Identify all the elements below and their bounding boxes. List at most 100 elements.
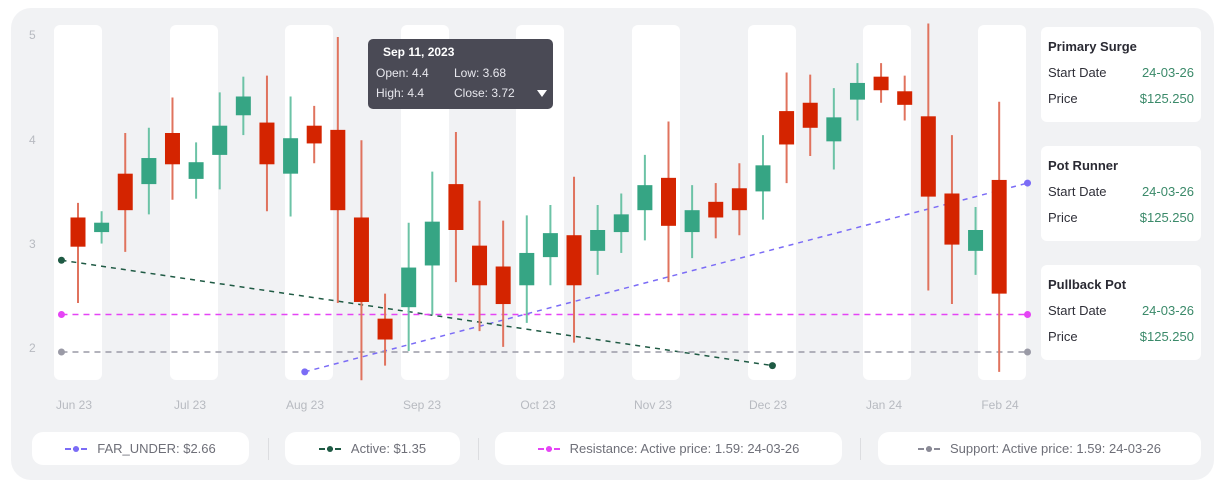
line-endpoint-dot <box>57 310 65 318</box>
candle-tooltip: Sep 11, 2023 Open: 4.4 Low: 3.68 High: 4… <box>368 39 553 109</box>
legend-far-under[interactable]: FAR_UNDER: $2.66 <box>32 432 249 465</box>
card-primary-surge[interactable]: Primary Surge Start Date 24-03-26 Price $1… <box>1041 27 1201 122</box>
price-value: $125.250 <box>1139 329 1194 344</box>
x-tick: Jan 24 <box>865 398 903 412</box>
card-pot-runner[interactable]: Pot Runner Start Date 24-03-26 Price $125.… <box>1041 146 1201 241</box>
candle[interactable] <box>70 202 86 304</box>
dashed-dot-line-icon <box>537 445 560 453</box>
candle[interactable] <box>495 220 511 347</box>
price-value: $125.250 <box>1139 210 1194 225</box>
month-stripe <box>285 25 333 380</box>
candle[interactable] <box>802 74 818 156</box>
x-tick: Jul 23 <box>173 398 207 412</box>
candle[interactable] <box>684 185 700 259</box>
start-date-value: 24-03-26 <box>1141 65 1194 80</box>
candle[interactable] <box>306 105 322 164</box>
line-endpoint-dot <box>1024 348 1032 356</box>
candle[interactable] <box>424 171 440 315</box>
line-endpoint-dot <box>57 256 65 264</box>
candle[interactable] <box>991 101 1007 372</box>
candle[interactable] <box>94 211 110 244</box>
candle[interactable] <box>566 176 582 343</box>
candle[interactable] <box>472 200 488 332</box>
x-tick: Aug 23 <box>285 398 325 412</box>
tooltip-close: Close: 3.72 <box>454 86 515 100</box>
candle[interactable] <box>164 97 180 200</box>
candle[interactable] <box>920 23 936 291</box>
candle[interactable] <box>117 132 133 252</box>
candle[interactable] <box>708 183 724 239</box>
candle[interactable] <box>661 121 676 283</box>
tooltip-open: Open: 4.4 <box>376 66 429 80</box>
start-date-value: 24-03-26 <box>1141 184 1194 199</box>
candle[interactable] <box>283 96 299 217</box>
candle[interactable] <box>188 142 204 199</box>
candle[interactable] <box>779 72 795 184</box>
candle[interactable] <box>401 222 417 351</box>
legend-label: Active: $1.35 <box>350 441 427 456</box>
caret-down-icon[interactable] <box>537 90 547 97</box>
candle[interactable] <box>259 75 275 212</box>
start-date-label: Start Date <box>1048 303 1107 318</box>
candle[interactable] <box>826 88 842 170</box>
candle[interactable] <box>755 135 771 220</box>
candle[interactable] <box>353 140 369 381</box>
card-pullback-pot[interactable]: Pullback Pot Start Date 24-03-26 Price $12… <box>1041 265 1201 360</box>
month-stripe <box>54 25 102 380</box>
dashed-dot-line-icon <box>318 445 341 453</box>
legend-resistance[interactable]: Resistance: Active price: 1.59: 24-03-26 <box>495 432 842 465</box>
candle[interactable] <box>637 154 653 241</box>
line-endpoint-dot <box>1024 179 1032 187</box>
line-endpoint-dot <box>301 368 309 376</box>
line-endpoint-dot <box>768 362 776 370</box>
start-date-value: 24-03-26 <box>1141 303 1194 318</box>
candle[interactable] <box>330 37 346 304</box>
card-title: Pullback Pot <box>1048 277 1127 292</box>
x-tick: Oct 23 <box>520 398 556 412</box>
legend-support[interactable]: Support: Active price: 1.59: 24-03-26 <box>878 432 1201 465</box>
dashed-dot-line-icon <box>65 445 88 453</box>
candle[interactable] <box>731 163 747 236</box>
candle[interactable] <box>613 193 629 253</box>
y-tick: 5 <box>29 28 36 42</box>
legend-divider <box>478 438 479 460</box>
card-title: Pot Runner <box>1048 158 1119 173</box>
legend-label: Support: Active price: 1.59: 24-03-26 <box>949 441 1161 456</box>
candle[interactable] <box>519 215 535 323</box>
tooltip-high: High: 4.4 <box>376 86 425 100</box>
candle[interactable] <box>590 204 606 275</box>
legend-active[interactable]: Active: $1.35 <box>285 432 460 465</box>
y-tick: 2 <box>29 341 36 355</box>
candle[interactable] <box>542 204 558 286</box>
legend-divider <box>860 438 861 460</box>
y-tick: 4 <box>29 133 36 147</box>
x-tick: Dec 23 <box>748 398 788 412</box>
tooltip-low: Low: 3.68 <box>454 66 507 80</box>
month-stripe <box>170 25 218 380</box>
price-label: Price <box>1048 210 1078 225</box>
x-tick: Sep 23 <box>402 398 442 412</box>
candle[interactable] <box>968 207 984 275</box>
candle[interactable] <box>235 76 251 136</box>
candle[interactable] <box>212 92 228 190</box>
month-stripe <box>748 25 796 380</box>
candle[interactable] <box>377 293 393 366</box>
candle[interactable] <box>873 63 889 103</box>
x-tick: Jun 23 <box>55 398 93 412</box>
start-date-label: Start Date <box>1048 65 1107 80</box>
candle[interactable] <box>849 63 865 121</box>
line-endpoint-dot <box>57 348 65 356</box>
price-label: Price <box>1048 329 1078 344</box>
x-tick: Feb 24 <box>981 398 1019 412</box>
x-tick: Nov 23 <box>633 398 673 412</box>
start-date-label: Start Date <box>1048 184 1107 199</box>
dashed-dot-line-icon <box>917 445 940 453</box>
line-endpoint-dot <box>1024 310 1032 318</box>
candle[interactable] <box>141 127 157 215</box>
candle[interactable] <box>897 75 913 121</box>
trend-line-active <box>61 259 773 367</box>
candle[interactable] <box>448 131 464 283</box>
candle[interactable] <box>944 135 960 305</box>
legend-divider <box>268 438 269 460</box>
